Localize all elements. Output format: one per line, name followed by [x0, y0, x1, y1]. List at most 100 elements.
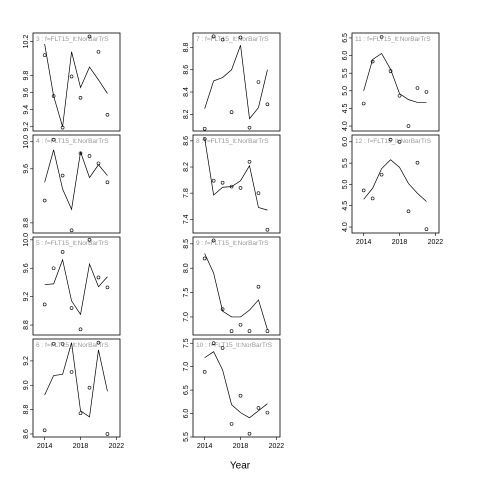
observed-point: [211, 178, 216, 183]
observed-point: [361, 101, 366, 106]
panel-label: 5 : f=FLT15_lt:NorBarTrS: [36, 240, 109, 247]
panel-frame: [351, 32, 440, 132]
y-tick-label: 10.0: [23, 233, 30, 247]
observed-point: [379, 35, 384, 39]
panel-frame: [32, 32, 121, 132]
model-line: [44, 342, 108, 418]
observed-point: [220, 346, 225, 350]
observed-point: [265, 102, 270, 107]
panel-label: 9 : f=FLT15_lt:NorBarTrS: [196, 240, 269, 247]
observed-point: [105, 113, 110, 117]
observed-point: [397, 93, 402, 98]
observed-point: [78, 411, 83, 416]
observed-point: [265, 329, 270, 333]
y-tick-label: 4.5: [342, 103, 349, 113]
y-tick-label: 9.6: [23, 164, 30, 174]
panel: 12 : f=FLT15_lt:NorBarTrS 4.0 4.5 5.0 5.5 6.0…: [342, 134, 443, 246]
panel: 8 : f=FLT15_lt:NorBarTrS 7.4 7.8 8.2 8.6: [183, 134, 281, 234]
x-tick-label: 2018: [233, 443, 249, 450]
observed-point: [406, 124, 411, 128]
observed-point: [105, 285, 110, 290]
y-tick-label: 7.0: [183, 312, 190, 322]
y-tick-label: 8.2: [183, 162, 190, 172]
observed-point: [87, 34, 92, 39]
observed-point: [42, 198, 47, 203]
y-tick-label: 9.6: [23, 88, 30, 98]
observed-point: [69, 306, 74, 310]
y-tick-label: 4.0: [342, 121, 349, 131]
y-tick-label: 9.4: [23, 105, 30, 115]
y-tick-label: 5.5: [342, 158, 349, 168]
x-tick-label: 2014: [197, 443, 213, 450]
observed-point: [238, 186, 243, 190]
y-tick-label: 8.0: [183, 263, 190, 273]
y-tick-label: 8.8: [23, 320, 30, 330]
observed-point: [69, 228, 74, 233]
observed-point: [51, 342, 56, 346]
observed-point: [265, 410, 270, 415]
observed-point: [96, 161, 101, 166]
observed-point: [60, 342, 65, 346]
panel-label: 11 : f=FLT15_lt:NorBarTrS: [355, 36, 431, 43]
model-line: [363, 52, 427, 103]
model-line: [204, 351, 268, 419]
model-line: [44, 44, 108, 127]
panel-frame: [32, 134, 121, 234]
x-tick-label: 2022: [109, 443, 125, 450]
observed-point: [220, 180, 225, 185]
observed-point: [256, 406, 261, 410]
y-tick-label: 8.2: [183, 109, 190, 119]
observed-point: [60, 250, 65, 254]
observed-point: [424, 90, 429, 94]
model-line: [204, 45, 268, 120]
x-tick-label: 2018: [392, 239, 408, 246]
observed-point: [51, 94, 56, 98]
observed-point: [229, 422, 234, 426]
panel: 7 : f=FLT15_lt:NorBarTrS 8.2 8.4 8.6 8.8: [183, 32, 281, 132]
panel-label: 3 : f=FLT15_lt:NorBarTrS: [36, 36, 109, 43]
model-line: [363, 159, 427, 202]
observed-point: [379, 172, 384, 177]
y-tick-label: 8.6: [183, 65, 190, 75]
model-line: [204, 253, 268, 330]
observed-point: [229, 184, 234, 189]
panel-label: 12 : f=FLT15_lt:NorBarTrS: [355, 138, 432, 145]
observed-point: [69, 370, 74, 374]
panel: 9 : f=FLT15_lt:NorBarTrS 7.0 7.5 8.0 8.5: [183, 236, 281, 336]
panel-label: 10 : f=FLT15_lt:NorBarTrS: [196, 342, 273, 349]
observed-point: [388, 137, 393, 142]
observed-point: [211, 238, 216, 243]
y-tick-label: 5.5: [342, 68, 349, 78]
y-tick-label: 8.6: [23, 429, 30, 439]
panel-label: 4 : f=FLT15_lt:NorBarTrS: [36, 138, 109, 145]
panel-frame: [192, 338, 281, 438]
observed-point: [51, 137, 56, 142]
observed-point: [60, 125, 65, 130]
observed-point: [78, 327, 83, 332]
panel-label: 7 : f=FLT15_lt:NorBarTrS: [196, 36, 269, 43]
observed-point: [42, 428, 47, 433]
panel-frame: [192, 32, 281, 132]
x-tick-label: 2022: [269, 443, 285, 450]
observed-point: [202, 137, 207, 141]
y-tick-label: 5.0: [342, 86, 349, 96]
y-tick-label: 7.8: [183, 188, 190, 198]
observed-point: [406, 209, 411, 214]
observed-point: [247, 125, 252, 130]
y-tick-label: 9.8: [23, 71, 30, 81]
y-tick-label: 6.5: [342, 33, 349, 43]
observed-point: [229, 329, 234, 333]
y-tick-label: 10.0: [23, 135, 30, 149]
observed-point: [211, 34, 216, 39]
model-line: [204, 138, 268, 211]
observed-point: [220, 307, 225, 311]
y-tick-label: 5.0: [342, 179, 349, 189]
y-tick-label: 9.2: [23, 292, 30, 302]
y-tick-label: 6.0: [183, 409, 190, 419]
y-tick-label: 7.5: [183, 288, 190, 298]
observed-point: [424, 227, 429, 231]
observed-point: [96, 49, 101, 54]
observed-point: [238, 322, 243, 327]
observed-point: [51, 266, 56, 271]
